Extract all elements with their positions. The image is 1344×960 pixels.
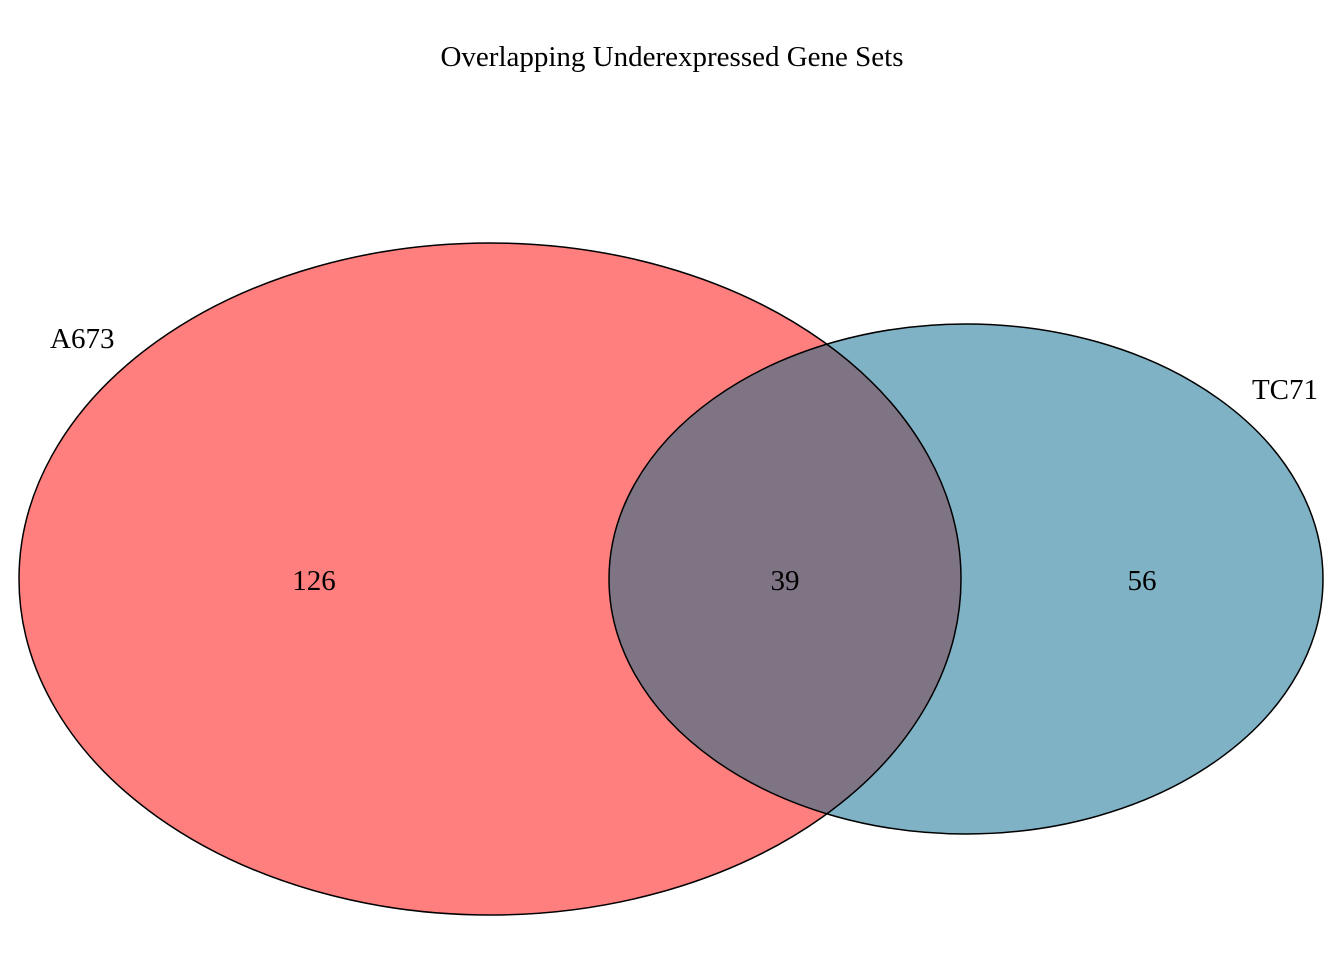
count-a673-only: 126 <box>292 565 336 597</box>
count-intersection: 39 <box>771 565 800 597</box>
set-label-a673: A673 <box>50 323 114 355</box>
count-tc71-only: 56 <box>1128 565 1157 597</box>
set-a673-outline <box>18 242 962 916</box>
set-label-tc71: TC71 <box>1252 374 1318 406</box>
set-tc71-outline <box>608 323 1324 835</box>
diagram-title: Overlapping Underexpressed Gene Sets <box>440 41 903 73</box>
intersection-region <box>609 324 961 834</box>
